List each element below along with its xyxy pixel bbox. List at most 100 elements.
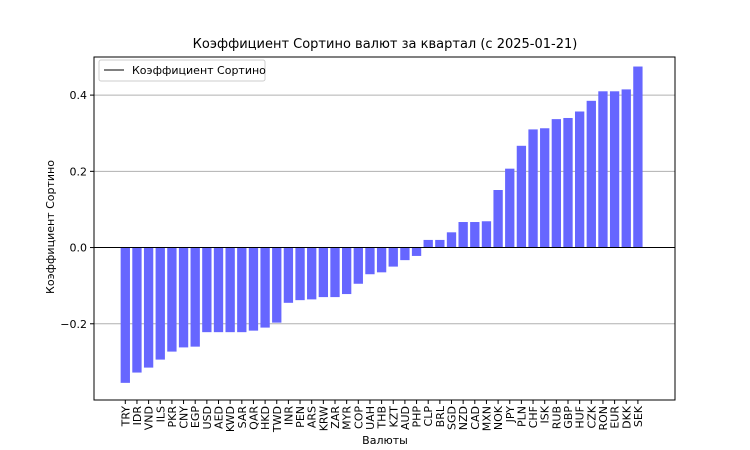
bar-cop — [353, 247, 363, 284]
x-tick-label: PEN — [294, 406, 307, 428]
bar-usd — [202, 247, 212, 333]
bar-ars — [307, 247, 317, 300]
bar-dkk — [621, 89, 631, 248]
x-tick-label: AUD — [399, 406, 412, 430]
x-tick-label: KRW — [317, 406, 330, 431]
x-tick-label: TRY — [119, 406, 132, 428]
bar-ils — [155, 247, 165, 360]
x-tick-label: INR — [282, 406, 295, 425]
y-tick-label: 0.2 — [70, 165, 88, 178]
bar-rub — [551, 119, 562, 248]
bars-group — [120, 66, 643, 383]
x-tick-label: COP — [352, 406, 365, 429]
bar-egp — [190, 247, 200, 347]
x-tick-label: MYR — [341, 406, 354, 430]
bar-cny — [178, 247, 189, 348]
bar-uah — [365, 247, 375, 275]
bar-pkr — [167, 247, 177, 352]
bar-kwd — [225, 247, 235, 333]
x-tick-label: SEK — [632, 405, 645, 427]
x-tick-label: SGD — [446, 406, 459, 430]
x-tick-label: EUR — [609, 406, 622, 429]
x-tick-label: IDR — [131, 406, 144, 426]
x-tick-label: HUF — [574, 406, 587, 429]
x-tick-label: KZT — [387, 406, 400, 428]
x-tick-label: HKD — [259, 406, 272, 430]
x-tick-label: ZAR — [329, 406, 342, 429]
bar-ron — [598, 91, 608, 248]
x-tick-label: DKK — [620, 405, 633, 429]
x-tick-label: ISK — [539, 405, 552, 423]
bar-myr — [341, 247, 352, 295]
y-tick-label: 0.4 — [70, 89, 88, 102]
x-tick-label: CLP — [422, 406, 435, 427]
x-tick-label: JPY — [504, 406, 517, 424]
bar-eur — [609, 91, 620, 248]
plot-frame — [93, 56, 676, 401]
x-tick-label: QAR — [247, 406, 260, 430]
x-axis-label: Валюты — [362, 434, 408, 447]
x-tick-label: PKR — [166, 406, 179, 428]
bar-sgd — [446, 232, 457, 248]
bar-qar — [248, 247, 259, 331]
bar-pln — [516, 145, 527, 248]
x-tick-label: THB — [376, 406, 389, 430]
x-tick-label: ILS — [154, 406, 167, 422]
bar-php — [411, 247, 422, 256]
bar-clp — [423, 239, 433, 248]
bar-zar — [330, 247, 340, 298]
bar-isk — [540, 128, 550, 248]
legend-label: Коэффициент Сортино — [132, 64, 266, 77]
legend-box — [98, 59, 266, 82]
bar-brl — [435, 239, 445, 248]
x-tick-label: KWD — [224, 406, 237, 432]
bar-idr — [132, 247, 142, 373]
bar-jpy — [505, 168, 515, 248]
bar-nok — [493, 190, 503, 248]
bar-cad — [470, 222, 480, 248]
x-tick-label: EGP — [189, 406, 202, 428]
bar-czk — [586, 100, 596, 248]
x-tick-label: CAD — [469, 406, 482, 430]
bar-twd — [272, 247, 282, 323]
x-tick-label: RON — [597, 406, 610, 431]
y-tick-label: 0.0 — [70, 242, 88, 255]
x-tick-label: CHF — [527, 406, 540, 428]
bar-krw — [318, 247, 329, 298]
bar-kzt — [388, 247, 398, 267]
bar-try — [120, 247, 130, 383]
x-tick-label: GBP — [562, 406, 575, 429]
bar-pen — [295, 247, 305, 301]
bar-hkd — [260, 247, 270, 328]
bar-thb — [376, 247, 387, 273]
bar-sar — [237, 247, 247, 333]
x-tick-label: VND — [143, 406, 156, 430]
x-tick-label: TWD — [271, 406, 284, 433]
x-tick-label: UAH — [364, 406, 377, 430]
bar-mxn — [481, 221, 492, 248]
bar-gbp — [563, 117, 573, 248]
bar-aed — [213, 247, 224, 333]
x-tick-label: NZD — [457, 406, 470, 430]
bar-aud — [400, 247, 410, 261]
x-tick-label: SAR — [236, 406, 249, 429]
x-tick-label: MXN — [480, 406, 493, 431]
x-tick-label: CZK — [585, 405, 598, 428]
y-axis-label: Коэффициент Сортино — [44, 160, 57, 294]
x-tick-label: USD — [201, 406, 214, 430]
y-tick-label: −0.2 — [60, 318, 87, 331]
chart-title: Коэффициент Сортино валют за квартал (с … — [193, 37, 578, 52]
bar-nzd — [458, 222, 468, 248]
x-tick-label: ARS — [306, 406, 319, 428]
bar-vnd — [143, 247, 154, 368]
bar-huf — [574, 111, 585, 248]
y-axis-ticks: −0.2 0.0 0.2 0.4 — [60, 89, 94, 331]
bar-sek — [633, 66, 643, 248]
x-tick-label: PHP — [411, 406, 424, 428]
x-tick-label: AED — [213, 406, 226, 429]
x-axis-ticks: TRYIDRVNDILSPKRCNYEGPUSDAEDKWDSARQARHKDT… — [119, 400, 645, 433]
bar-chf — [528, 129, 538, 248]
x-tick-label: PLN — [515, 406, 528, 427]
bar-inr — [283, 247, 294, 303]
